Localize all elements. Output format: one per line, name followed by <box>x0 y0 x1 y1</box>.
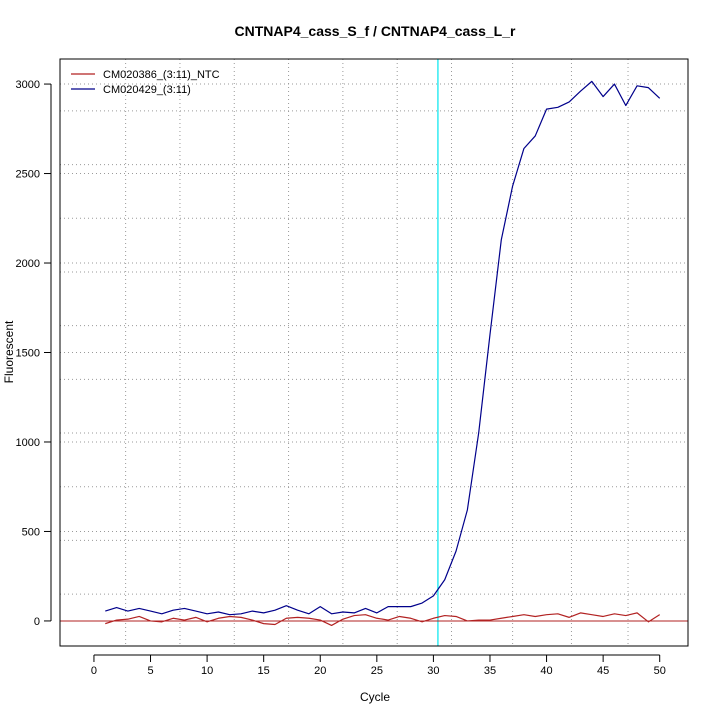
y-tick-label: 0 <box>34 616 40 628</box>
x-tick-label: 15 <box>258 665 270 677</box>
x-tick-label: 5 <box>147 665 153 677</box>
x-tick-label: 30 <box>427 665 439 677</box>
legend-label-sample: CM020429_(3:11) <box>103 84 191 96</box>
plot-area <box>60 59 688 646</box>
y-tick-label: 500 <box>22 526 40 538</box>
x-tick-label: 20 <box>314 665 326 677</box>
chart-title: CNTNAP4_cass_S_f / CNTNAP4_cass_L_r <box>235 23 516 39</box>
x-tick-label: 50 <box>654 665 666 677</box>
y-axis-label: Fluorescent <box>2 320 16 383</box>
x-tick-label: 40 <box>540 665 552 677</box>
y-tick-label: 2500 <box>16 169 40 181</box>
grid <box>60 59 688 646</box>
x-tick-label: 35 <box>484 665 496 677</box>
series-line-1 <box>105 80 661 616</box>
series-line-0 <box>105 612 661 627</box>
x-tick-label: 0 <box>91 665 97 677</box>
y-tick-label: 1000 <box>16 437 40 449</box>
y-tick-label: 1500 <box>16 348 40 360</box>
x-axis-label: Cycle <box>360 690 390 704</box>
x-tick-label: 25 <box>371 665 383 677</box>
y-tick-label: 3000 <box>16 79 40 91</box>
y-tick-label: 2000 <box>16 258 40 270</box>
legend-label-ntc: CM020386_(3:11)_NTC <box>103 69 220 81</box>
axes: 0 5 10 15 20 25 30 35 40 45 5005001000150020002500… <box>16 58 689 677</box>
legend: CM020386_(3:11)_NTC CM020429_(3:11) <box>71 69 220 96</box>
x-tick-label: 10 <box>201 665 213 677</box>
x-tick-label: 45 <box>597 665 609 677</box>
plot-frame <box>59 58 689 647</box>
